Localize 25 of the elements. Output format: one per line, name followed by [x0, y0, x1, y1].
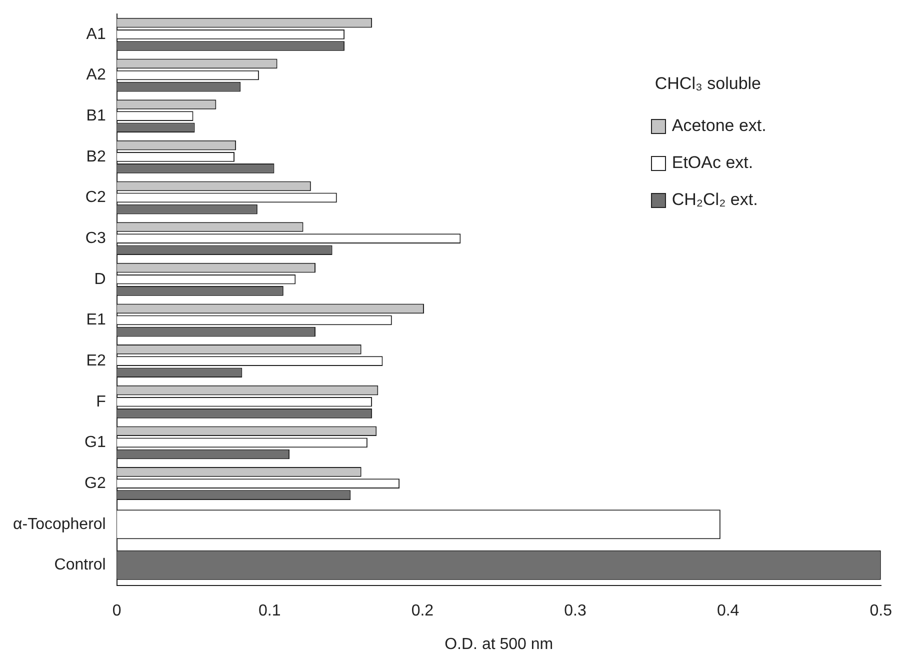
- x-tick-label: 0.5: [870, 602, 892, 620]
- y-tick-label: Control: [54, 556, 106, 574]
- legend-label: Acetone ext.: [672, 116, 766, 136]
- x-tick-label: 0.4: [716, 602, 740, 620]
- y-tick-label: A1: [86, 26, 106, 43]
- x-tick-label: 0.3: [564, 602, 586, 620]
- y-tick-label: D: [94, 270, 106, 288]
- y-tick-label: F: [96, 393, 106, 410]
- y-tick-label: E2: [86, 352, 106, 370]
- y-tick-label: C2: [85, 189, 106, 206]
- x-axis-title: O.D. at 500 nm: [444, 636, 554, 653]
- y-tick-label: C3: [85, 230, 106, 247]
- y-tick-label: A2: [86, 66, 106, 84]
- y-tick-label: G1: [84, 434, 106, 452]
- y-tick-label: B1: [86, 107, 106, 124]
- x-tick-label: 0.2: [411, 602, 434, 620]
- legend-label: CH₂Cl₂ ext.: [672, 190, 758, 210]
- y-tick-label: B2: [86, 148, 106, 166]
- y-tick-label: G2: [84, 474, 106, 492]
- y-tick-label: E1: [86, 312, 106, 329]
- text: EtOAc ext.: [672, 153, 754, 173]
- legend-title: CHCl₃ soluble: [654, 74, 762, 94]
- x-tick-label: 0.1: [258, 602, 281, 620]
- y-tick-label: α-Tocopherol: [12, 516, 106, 533]
- x-tick-label: 0: [112, 602, 122, 620]
